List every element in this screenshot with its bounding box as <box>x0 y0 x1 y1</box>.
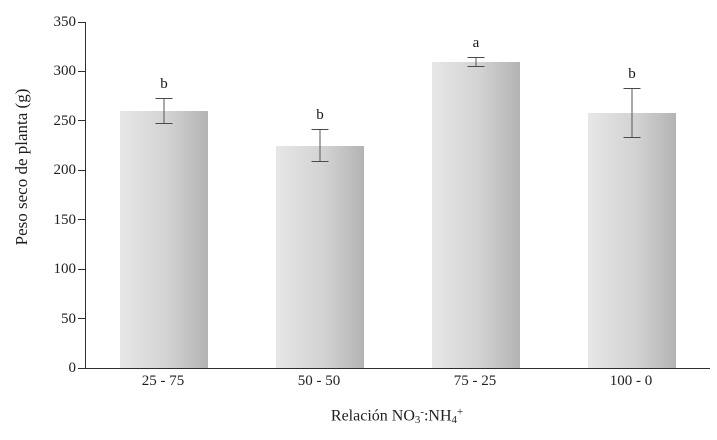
plot-area: b b a b <box>85 22 710 369</box>
x-axis-title-sub-1: 3 <box>414 414 421 427</box>
x-tick-label: 75 - 25 <box>453 373 497 389</box>
error-bar <box>311 128 329 163</box>
bar-slot: b <box>86 22 242 368</box>
y-tick-mark <box>78 219 85 221</box>
significance-letter: b <box>628 66 636 83</box>
y-tick-mark <box>78 268 85 270</box>
bar <box>432 61 520 368</box>
y-tick-mark <box>78 367 85 369</box>
y-tick-label: 150 <box>53 211 77 228</box>
error-bar-cap-top <box>623 88 641 90</box>
error-bar-line <box>475 56 477 67</box>
bar <box>588 112 676 368</box>
x-tick-label: 50 - 50 <box>297 373 341 389</box>
error-bar-cap-bottom <box>623 136 641 138</box>
x-axis-title-text-2: :NH <box>423 407 452 425</box>
significance-letter: a <box>472 34 480 51</box>
x-axis-title-text-1: Relación NO <box>330 407 415 425</box>
error-bar-cap-bottom <box>155 122 173 124</box>
y-tick-label: 100 <box>53 261 77 278</box>
error-bar-cap-top <box>311 128 329 130</box>
y-tick-label: 250 <box>53 112 77 129</box>
x-axis-labels: 25 - 75 50 - 50 75 - 25 100 - 0 <box>85 373 709 390</box>
bar-slot: b <box>554 22 710 368</box>
y-tick-mark <box>78 120 85 122</box>
y-tick-label: 200 <box>53 162 77 179</box>
error-bar-line <box>319 128 321 163</box>
error-bar <box>155 98 173 124</box>
error-bar <box>467 56 485 67</box>
x-axis-title: Relación NO3-:NH4+ <box>85 406 709 426</box>
y-tick-mark <box>78 70 85 72</box>
x-axis-title-sub-2: 4 <box>451 414 457 427</box>
x-axis-title-sup-1: - <box>420 406 424 418</box>
y-tick-label: 50 <box>61 310 76 327</box>
x-axis-title-sup-2: + <box>456 406 464 418</box>
bar-slot: b <box>242 22 398 368</box>
error-bar-cap-bottom <box>311 161 329 163</box>
error-bar <box>623 88 641 138</box>
y-tick-mark <box>78 318 85 320</box>
bar <box>276 145 364 368</box>
y-tick-label: 0 <box>68 360 77 376</box>
x-tick-label: 100 - 0 <box>609 373 653 389</box>
y-tick-label: 300 <box>53 63 77 80</box>
significance-letter: b <box>316 106 324 123</box>
error-bar-cap-bottom <box>467 65 485 67</box>
x-tick-label: 25 - 75 <box>141 373 185 389</box>
error-bar-cap-top <box>155 98 173 100</box>
bar <box>120 110 208 368</box>
y-tick-mark <box>78 169 85 171</box>
y-tick-mark <box>78 21 85 23</box>
bar-slot: a <box>398 22 554 368</box>
significance-letter: b <box>160 76 168 93</box>
error-bar-line <box>163 98 165 124</box>
y-tick-label: 350 <box>53 14 77 30</box>
error-bar-cap-top <box>467 56 485 58</box>
error-bar-line <box>631 88 633 138</box>
